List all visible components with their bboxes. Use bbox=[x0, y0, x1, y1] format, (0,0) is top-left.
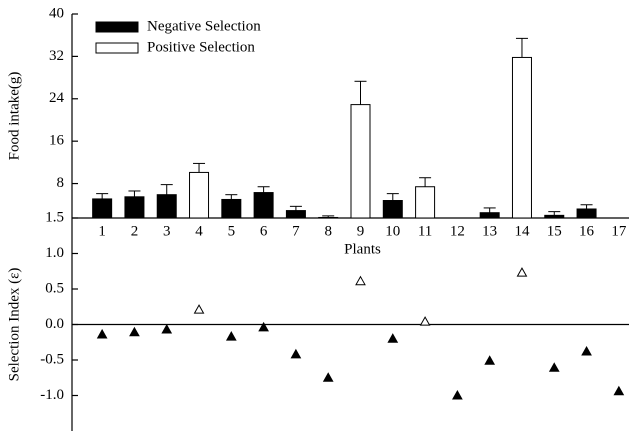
bar bbox=[576, 208, 597, 219]
triangle-marker bbox=[484, 355, 496, 365]
x-tick-label: 14 bbox=[514, 223, 530, 239]
triangle-marker bbox=[516, 267, 528, 277]
x-tick-label: 17 bbox=[611, 223, 627, 239]
y-tick-label: 1.5 bbox=[45, 209, 64, 225]
bar bbox=[511, 56, 532, 219]
x-tick-label: 10 bbox=[385, 223, 400, 239]
triangle-marker bbox=[548, 362, 560, 372]
x-tick-label: 3 bbox=[163, 223, 171, 239]
triangle-marker bbox=[322, 372, 334, 382]
bar bbox=[156, 194, 177, 219]
legend-swatch bbox=[95, 42, 139, 54]
bar bbox=[124, 196, 145, 219]
legend-swatch bbox=[95, 21, 139, 33]
bar bbox=[92, 198, 113, 219]
bar bbox=[253, 192, 274, 219]
y-tick-label: 1.0 bbox=[45, 245, 64, 261]
triangle-marker bbox=[129, 326, 140, 337]
x-tick-label: 5 bbox=[228, 223, 236, 239]
x-tick-label: 13 bbox=[482, 223, 497, 239]
y-tick-label: -0.5 bbox=[40, 351, 64, 367]
x-tick-label: 11 bbox=[418, 223, 432, 239]
y-axis-title: Food intake(g) bbox=[6, 72, 22, 161]
triangle-marker bbox=[161, 323, 173, 334]
y-tick-label: 40 bbox=[49, 5, 64, 21]
triangle-marker bbox=[452, 389, 463, 400]
triangle-marker bbox=[258, 321, 269, 332]
bar bbox=[382, 200, 403, 219]
triangle-marker bbox=[193, 304, 205, 314]
bar bbox=[415, 186, 436, 219]
y-tick-label: -1.0 bbox=[40, 387, 64, 403]
bar bbox=[189, 171, 210, 219]
triangle-marker bbox=[96, 328, 108, 339]
y-tick-label: 32 bbox=[49, 48, 64, 64]
bar bbox=[479, 212, 500, 219]
bar bbox=[221, 198, 242, 219]
triangle-marker bbox=[355, 275, 366, 286]
x-tick-label: 16 bbox=[579, 223, 595, 239]
triangle-marker bbox=[290, 348, 302, 359]
x-tick-label: 1 bbox=[98, 223, 106, 239]
x-tick-label: 9 bbox=[357, 223, 365, 239]
bar bbox=[318, 216, 339, 219]
x-tick-label: 6 bbox=[260, 223, 268, 239]
triangle-marker bbox=[613, 385, 625, 396]
triangle-marker bbox=[581, 345, 592, 356]
y-tick-label: 16 bbox=[49, 133, 65, 149]
triangle-marker bbox=[419, 316, 431, 326]
legend-label: Positive Selection bbox=[147, 39, 255, 55]
x-tick-label: 4 bbox=[195, 223, 203, 239]
legend-label: Negative Selection bbox=[147, 18, 261, 34]
y-tick-label: 8 bbox=[57, 175, 65, 191]
bar bbox=[350, 104, 371, 219]
x-tick-label: 2 bbox=[131, 223, 139, 239]
y-tick-label: 24 bbox=[49, 90, 65, 106]
triangle-marker bbox=[225, 331, 237, 341]
y-tick-label: 0.0 bbox=[45, 316, 64, 332]
y-tick-label: 0.5 bbox=[45, 280, 64, 296]
triangle-marker bbox=[387, 333, 399, 343]
bar bbox=[285, 210, 306, 219]
x-tick-label: 15 bbox=[547, 223, 562, 239]
x-axis-title: Plants bbox=[344, 241, 381, 257]
x-tick-label: 12 bbox=[450, 223, 465, 239]
x-tick-label: 8 bbox=[324, 223, 332, 239]
bar bbox=[544, 214, 565, 219]
y-axis-title: Selection Index (ε) bbox=[6, 268, 22, 382]
x-tick-label: 7 bbox=[292, 223, 300, 239]
